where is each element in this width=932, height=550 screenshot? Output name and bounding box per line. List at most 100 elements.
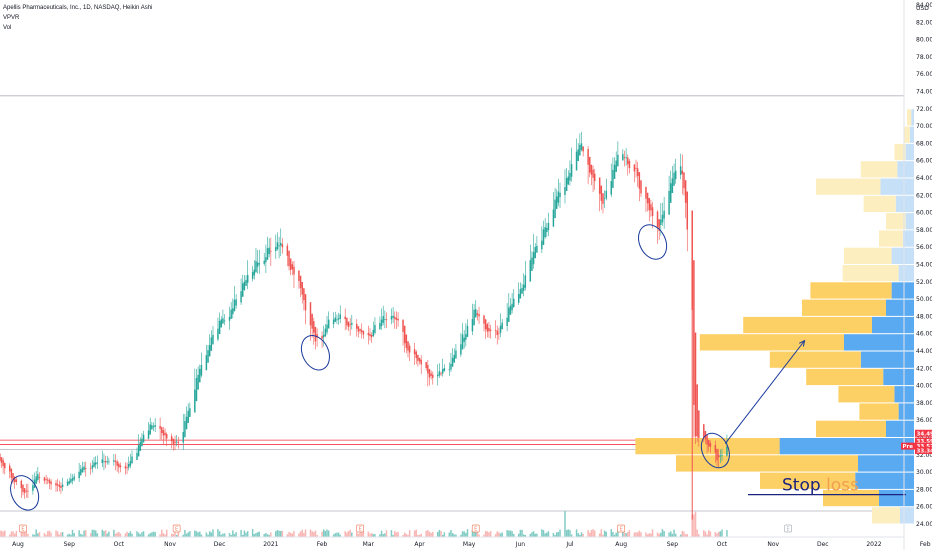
volume-bar bbox=[127, 533, 130, 537]
candle-body bbox=[184, 421, 186, 438]
candle-body bbox=[339, 314, 341, 319]
volume-bar bbox=[536, 533, 538, 537]
candle-body bbox=[13, 476, 16, 483]
candle-body bbox=[613, 164, 616, 179]
time-axis[interactable]: Aug Sep Oct Nov Dec 2021 Feb Mar Apr May Jun Jul Aug… bbox=[0, 536, 931, 548]
candle-body bbox=[486, 324, 489, 332]
volume-bar bbox=[113, 529, 115, 537]
earnings-marker[interactable] bbox=[356, 524, 364, 533]
x-tick-label: Aug bbox=[615, 541, 627, 548]
volume-profile-up-bar bbox=[838, 386, 895, 403]
candle-body bbox=[164, 432, 166, 436]
volume-bar bbox=[223, 533, 226, 537]
price-label-text: 33.59 bbox=[917, 439, 932, 445]
volume-bar bbox=[357, 533, 360, 537]
volume-bar bbox=[281, 530, 284, 537]
earnings-marker[interactable] bbox=[784, 524, 792, 533]
currency-label: USD bbox=[916, 5, 929, 12]
candle-body bbox=[384, 319, 386, 321]
candle-body bbox=[263, 260, 265, 264]
volume-bar bbox=[547, 531, 550, 537]
annotations: Stop loss bbox=[5, 220, 906, 515]
volume-profile-up-bar bbox=[904, 126, 910, 143]
volume-profile-down-bar bbox=[855, 472, 914, 489]
legend-vpvr[interactable]: VPVR bbox=[3, 15, 20, 21]
candle-body bbox=[455, 350, 457, 359]
volume-bar bbox=[280, 530, 282, 537]
earnings-marker-label: E bbox=[786, 527, 789, 533]
volume-bar bbox=[199, 531, 201, 537]
x-tick-label: Dec bbox=[214, 541, 226, 548]
candle-body bbox=[61, 484, 64, 487]
candle-body bbox=[544, 226, 546, 238]
volume-bar bbox=[716, 533, 718, 537]
volume-bar bbox=[324, 530, 327, 537]
candle-body bbox=[161, 427, 163, 433]
candle-body bbox=[162, 430, 165, 436]
candle-body bbox=[232, 308, 234, 315]
volume-bar bbox=[648, 533, 651, 537]
candle-body bbox=[243, 281, 246, 291]
candle-body bbox=[359, 329, 361, 331]
volume-profile-up-bar bbox=[872, 507, 900, 524]
candle-body bbox=[137, 445, 140, 457]
volume-bar bbox=[47, 531, 49, 537]
volume-bar bbox=[582, 533, 584, 537]
volume-bar bbox=[440, 530, 442, 537]
candle-body bbox=[440, 373, 442, 375]
candle-body bbox=[385, 319, 388, 321]
volume-bar bbox=[149, 533, 151, 537]
volume-profile-down-bar bbox=[902, 230, 914, 247]
volume-bar bbox=[522, 534, 525, 537]
candle-body bbox=[80, 469, 82, 475]
x-tick-label: Mar bbox=[363, 541, 375, 548]
candle-body bbox=[205, 355, 208, 371]
volume-bar bbox=[420, 533, 422, 537]
annotation-circle[interactable] bbox=[696, 429, 735, 473]
earnings-marker[interactable] bbox=[617, 524, 626, 533]
legend-volume[interactable]: Vol bbox=[3, 25, 12, 31]
earnings-marker[interactable] bbox=[19, 524, 27, 533]
candle-body bbox=[656, 211, 659, 227]
candle-body bbox=[313, 321, 315, 333]
volume-bar bbox=[658, 533, 660, 537]
candle-body bbox=[509, 305, 512, 315]
candle-body bbox=[337, 317, 340, 320]
volume-profile-up-bar bbox=[676, 455, 858, 472]
volume-bar bbox=[362, 530, 365, 537]
volume-bar bbox=[351, 532, 353, 537]
volume-bar bbox=[0, 530, 3, 537]
candle-body bbox=[47, 479, 49, 481]
candle-body bbox=[22, 484, 24, 492]
volume-bar bbox=[646, 534, 649, 537]
candle-body bbox=[534, 247, 536, 259]
volume-bar bbox=[159, 534, 161, 537]
volume-bar bbox=[661, 529, 664, 537]
volume-bar bbox=[704, 531, 707, 537]
volume-bar bbox=[554, 534, 556, 537]
y-tick-label: 80.00 bbox=[916, 37, 932, 44]
volume-bar bbox=[455, 534, 457, 537]
volume-bar bbox=[137, 532, 140, 537]
volume-bar bbox=[589, 532, 591, 537]
candle-body bbox=[370, 334, 373, 338]
volume-bar bbox=[154, 532, 156, 537]
annotation-arrow[interactable] bbox=[724, 340, 805, 444]
candle-body bbox=[278, 245, 280, 247]
volume-bar bbox=[311, 531, 313, 537]
candle-body bbox=[577, 149, 579, 162]
candle-body bbox=[674, 170, 677, 180]
annotation-circle[interactable] bbox=[296, 331, 335, 375]
volume-bar bbox=[119, 533, 122, 537]
volume-bar bbox=[679, 534, 682, 537]
earnings-marker[interactable] bbox=[172, 524, 181, 533]
x-tick-label: 2021 bbox=[263, 541, 278, 548]
earnings-marker[interactable] bbox=[471, 524, 480, 533]
annotation-circle[interactable] bbox=[5, 471, 44, 515]
annotation-circle[interactable] bbox=[633, 220, 672, 264]
candle-body bbox=[683, 172, 685, 189]
volume-bar bbox=[245, 532, 247, 537]
volume-bar bbox=[374, 534, 376, 537]
